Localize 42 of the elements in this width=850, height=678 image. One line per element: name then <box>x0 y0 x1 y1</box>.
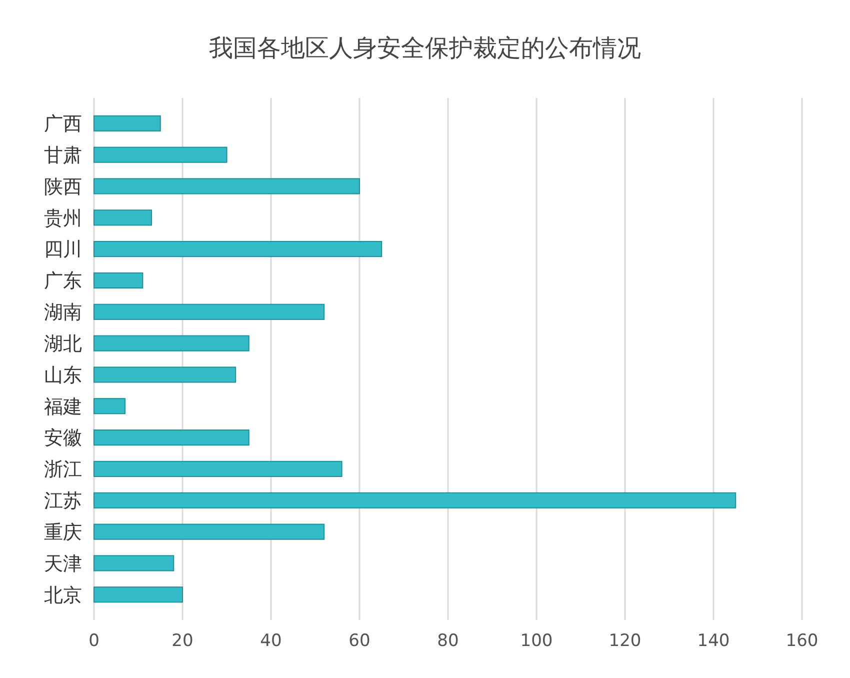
x-tick-label: 80 <box>437 631 459 651</box>
y-tick-label: 北京 <box>44 584 82 606</box>
bar <box>94 555 174 572</box>
y-tick-label: 广东 <box>44 270 82 292</box>
y-tick-label: 安徽 <box>44 427 82 450</box>
chart-title: 我国各地区人身安全保护裁定的公布情况 <box>209 34 641 62</box>
y-tick-label: 广西 <box>44 113 82 136</box>
y-tick-label: 湖北 <box>44 332 82 355</box>
y-tick-label: 陕西 <box>44 176 82 198</box>
bar <box>94 210 152 226</box>
bar <box>94 586 183 603</box>
bar <box>94 304 325 320</box>
x-tick-label: 160 <box>786 631 818 651</box>
y-tick-label: 重庆 <box>44 521 82 544</box>
bar <box>94 241 382 258</box>
y-tick-label: 贵州 <box>44 207 82 230</box>
y-tick-label: 浙江 <box>44 458 82 481</box>
bar <box>94 366 236 383</box>
bar <box>94 335 250 352</box>
y-tick-label: 甘肃 <box>44 144 82 166</box>
x-tick-label: 60 <box>348 631 370 651</box>
bar <box>94 178 360 194</box>
x-tick-label: 100 <box>520 631 553 651</box>
bar <box>94 272 144 289</box>
y-tick-label: 江苏 <box>44 490 82 512</box>
y-tick-label: 福建 <box>44 396 82 418</box>
x-tick-label: 20 <box>172 631 194 651</box>
y-tick-label: 四川 <box>44 238 82 261</box>
bar <box>94 115 161 132</box>
y-tick-label: 天津 <box>44 552 82 575</box>
bar <box>94 146 228 163</box>
bar <box>94 492 736 508</box>
bar <box>94 398 126 414</box>
bar <box>94 524 325 540</box>
x-tick-label: 120 <box>608 631 642 651</box>
y-tick-label: 山东 <box>44 364 82 386</box>
x-tick-label: 40 <box>260 631 282 651</box>
y-tick-label: 湖南 <box>44 302 82 324</box>
x-tick-label: 140 <box>697 631 730 651</box>
bar <box>94 429 250 446</box>
bar <box>94 460 342 477</box>
x-tick-label: 0 <box>88 631 100 651</box>
